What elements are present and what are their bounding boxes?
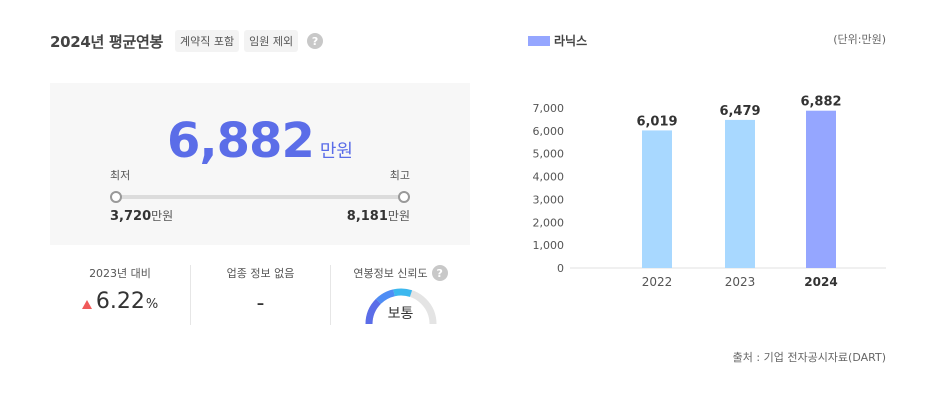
bar-2023 [725,119,755,268]
max-salary-value: 8,181 [346,209,388,224]
max-label: 최고 [389,169,410,182]
y-tick-label: 0 [557,262,564,275]
min-salary: 3,720만원 [110,207,173,224]
change-unit: % [145,297,159,312]
gauge-arc-icon [365,288,436,325]
change-value: 6.22 [95,289,145,314]
min-salary-unit: 만원 [151,209,174,223]
range-max-handle [398,191,410,203]
average-salary-panel: 6,882 만원 최저 최고 3,720만원 8,181만원 [50,83,470,245]
legend-label: 라닉스 [554,34,588,48]
bar-value-label: 6,019 [636,114,677,129]
change-label: 2023년 대비 [89,267,151,280]
change-value-group: 6.22 % [50,289,190,314]
question-icon[interactable]: ? [307,33,324,49]
bar-2024 [806,110,836,268]
reliability-value: 보통 [387,306,414,322]
industry-value: - [256,291,265,316]
triangle-up-icon [81,300,92,309]
legend-swatch [528,35,550,46]
chart-legend: 라닉스 [528,32,587,49]
x-tick-label: 2024 [804,275,837,289]
y-tick-label: 2,000 [533,216,565,229]
source-note: 출처 : 기업 전자공시자료(DART) [732,351,886,364]
y-tick-label: 3,000 [533,193,565,206]
x-tick-label: 2023 [725,275,756,289]
reliability-label: 연봉정보 신뢰도 [353,267,428,280]
industry-label: 업종 정보 없음 [226,267,295,280]
reliability-label-row: 연봉정보 신뢰도 ? [331,265,470,281]
average-salary-value: 6,882 [167,113,315,169]
y-tick-label: 4,000 [533,171,565,184]
reliability-stat: 연봉정보 신뢰도 ? 보통 [330,265,470,325]
page-title: 2024년 평균연봉 [50,32,163,51]
range-min-handle [110,191,122,203]
y-tick-label: 6,000 [533,125,565,138]
bar-2022 [642,130,672,268]
bar-value-label: 6,882 [800,95,841,110]
bar-value-label: 6,479 [719,104,760,119]
average-salary-unit: 만원 [319,141,353,162]
max-salary: 8,181만원 [347,207,410,224]
stats-row: 2023년 대비 6.22 % 업종 정보 없음 - 연봉정보 신뢰도 ? 보통 [50,265,470,325]
min-salary-value: 3,720 [110,209,152,224]
min-label: 최저 [110,169,131,182]
tag-executive-excluded: 임원 제외 [244,30,299,52]
max-salary-unit: 만원 [387,209,410,223]
year-over-year-stat: 2023년 대비 6.22 % [50,265,190,325]
header: 2024년 평균연봉 계약직 포함 임원 제외 ? [50,30,324,52]
tag-contract-included: 계약직 포함 [174,30,240,52]
y-tick-label: 5,000 [533,148,565,161]
salary-range-track [116,195,404,199]
unit-note: (단위:만원) [833,33,886,46]
x-tick-label: 2022 [642,275,673,289]
industry-stat: 업종 정보 없음 - [190,265,330,325]
y-tick-label: 1,000 [533,239,565,252]
salary-bar-chart: 0 1,000 2,000 3,000 4,000 5,000 6,000 7,000 6,01… [533,95,886,289]
reliability-question-icon[interactable]: ? [431,265,448,281]
average-salary: 6,882 만원 [50,113,470,169]
y-tick-label: 7,000 [533,102,565,115]
reliability-gauge: 보통 [364,287,438,327]
